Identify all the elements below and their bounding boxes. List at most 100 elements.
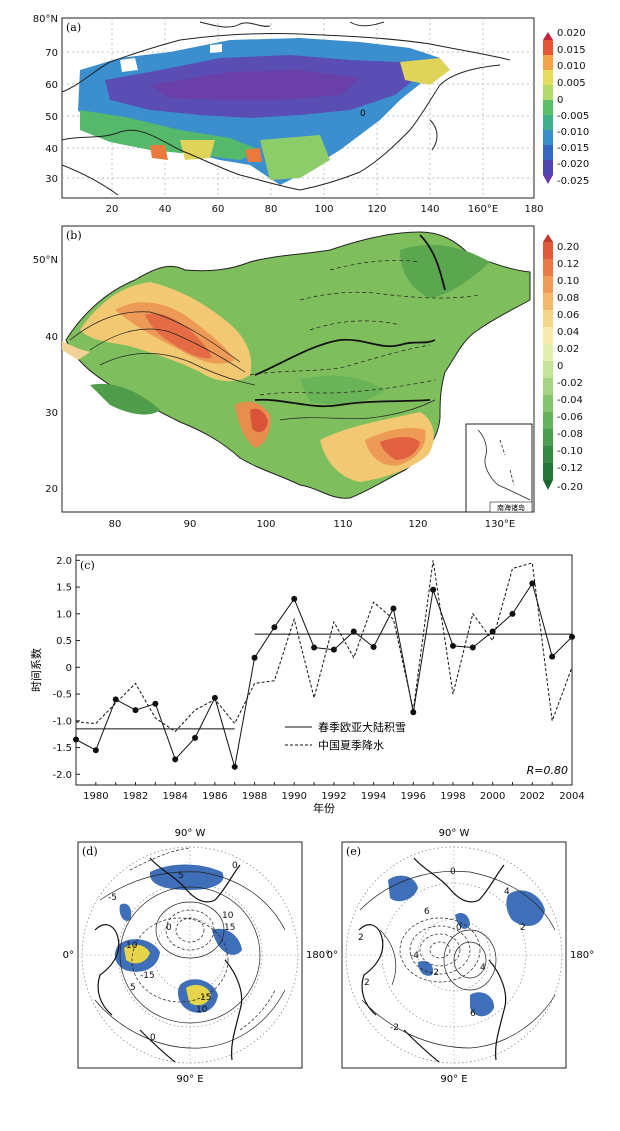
panel-b-lat-tick: 50°N bbox=[33, 255, 58, 266]
panel-b-colorbar-tick: -0.20 bbox=[557, 482, 583, 493]
snow-data-point bbox=[449, 642, 456, 649]
snow-data-point bbox=[251, 654, 258, 661]
snow-series-line bbox=[75, 582, 573, 767]
panel-b-colorbar-tick: 0 bbox=[557, 361, 563, 372]
snow-data-point bbox=[489, 628, 496, 635]
panel-e-contour-label: 2 bbox=[358, 933, 364, 943]
panel-d-contour-label: 15 bbox=[224, 923, 235, 933]
panel-c-xlabel: 年份 bbox=[313, 801, 335, 815]
panel-e-contour-label: 4 bbox=[480, 963, 486, 973]
panel-d-polar-map: 5 10 15 -15 5 10 0 15 10 0 -5 0 (d) 90° … bbox=[63, 828, 330, 1085]
panel-a-lon-tick: 40 bbox=[159, 204, 172, 215]
panel-d-contour-label: 10 bbox=[126, 941, 138, 951]
y-tick-label: -1.0 bbox=[52, 716, 72, 727]
panel-a-lon-ticks: 20 40 60 80 100 120 140 160°E 180 bbox=[106, 204, 544, 215]
snow-data-point bbox=[291, 595, 298, 602]
panel-d-contour-label: 0 bbox=[150, 1033, 156, 1043]
x-tick-label: 1982 bbox=[123, 791, 148, 802]
panel-b-lon-tick: 110 bbox=[333, 519, 352, 530]
y-tick-label: 1.0 bbox=[56, 609, 72, 620]
snow-data-point bbox=[271, 624, 278, 631]
panel-b-colorbar-tick: 0.04 bbox=[557, 327, 579, 338]
panel-a-lon-tick: 60 bbox=[212, 204, 225, 215]
panel-a-lat-tick: 50 bbox=[45, 112, 58, 123]
panel-a-colorbar-tick: 0.010 bbox=[557, 61, 586, 72]
snow-data-point bbox=[370, 644, 377, 650]
panel-b-lat-ticks: 50°N 40 30 20 bbox=[33, 255, 58, 495]
panel-e-contour-label: -4 bbox=[410, 951, 419, 961]
panel-a-lat-tick: 40 bbox=[45, 144, 58, 155]
panel-c-frame bbox=[75, 554, 573, 786]
panel-e-contour-label: 6 bbox=[424, 907, 430, 917]
snow-data-point bbox=[469, 644, 476, 651]
panel-d-contour-label: 0 bbox=[232, 861, 238, 871]
x-tick-label: 1986 bbox=[202, 791, 227, 802]
panel-b-lat-tick: 20 bbox=[45, 484, 58, 495]
snow-data-point bbox=[231, 763, 238, 770]
panel-a-lon-tick: 100 bbox=[314, 204, 333, 215]
precip-series-line bbox=[75, 560, 573, 733]
panel-e-contour-label: 2 bbox=[364, 978, 370, 988]
panel-a-lon-tick: 140 bbox=[420, 204, 439, 215]
panel-c-y-ticks: 2.0 1.5 1.0 0.5 0 -0.5 -1.0 -1.5 -2.0 bbox=[52, 556, 80, 781]
panel-e-contour-label: -2 bbox=[430, 968, 439, 978]
panel-a-colorbar-tick: 0.005 bbox=[557, 78, 586, 89]
snow-data-point bbox=[410, 709, 417, 716]
y-tick-label: 0 bbox=[66, 663, 72, 674]
snow-data-point bbox=[549, 653, 556, 660]
panel-b-lon-tick: 100 bbox=[256, 519, 275, 530]
x-tick-label: 1996 bbox=[401, 791, 426, 802]
panel-c-legend-snow: 春季欧亚大陆积雪 bbox=[318, 720, 406, 734]
panel-e-polar-map: 2 4 6 -2 0 2 -4 6 2 0 4 -2 (e) 90° W 90°… bbox=[327, 828, 594, 1085]
panel-b-inset: 南海诸岛 bbox=[465, 423, 533, 513]
panel-b-colorbar-tick: 0.10 bbox=[557, 276, 579, 287]
panel-b-lat-tick: 40 bbox=[45, 332, 58, 343]
panel-a-lat-tick: 30 bbox=[45, 174, 58, 185]
panel-b-lat-tick: 30 bbox=[45, 408, 58, 419]
panel-a-colorbar-tick: -0.010 bbox=[557, 127, 589, 138]
panel-e-contour-label: 2 bbox=[520, 923, 526, 933]
panel-b-colorbar-tick: 0.06 bbox=[557, 310, 579, 321]
panel-b-colorbar-tick: -0.06 bbox=[557, 412, 583, 423]
panel-d-contour-labels: 5 10 15 -15 5 10 0 15 10 0 -5 0 bbox=[108, 861, 238, 1043]
snow-data-point bbox=[311, 644, 318, 651]
snow-data-point bbox=[350, 628, 357, 635]
y-tick-label: 0.5 bbox=[56, 636, 72, 647]
snow-data-point bbox=[390, 605, 397, 612]
x-tick-label: 1988 bbox=[242, 791, 267, 802]
panel-b-lon-tick: 130°E bbox=[485, 519, 515, 530]
panel-c-step-means bbox=[76, 633, 572, 730]
panel-d-right-label: 180° bbox=[306, 950, 330, 961]
panel-b-colorbar-tick: -0.02 bbox=[557, 378, 583, 389]
panel-d-left-label: 0° bbox=[63, 950, 74, 961]
panel-a-colorbar-tick: 0 bbox=[557, 95, 563, 106]
panel-a-lat-tick: 80°N bbox=[33, 14, 58, 25]
panel-d-bottom-label: 90° E bbox=[176, 1074, 203, 1085]
snow-data-point bbox=[509, 610, 516, 617]
panel-b-colorbar-tick: -0.04 bbox=[557, 395, 583, 406]
panel-b-lon-tick: 90 bbox=[184, 519, 197, 530]
snow-data-point bbox=[211, 694, 218, 701]
panel-e-top-label: 90° W bbox=[439, 828, 470, 839]
panel-a-field: 0 bbox=[62, 18, 534, 198]
panel-e-left-label: 0° bbox=[327, 950, 338, 961]
x-tick-label: 1980 bbox=[83, 791, 108, 802]
panel-d-top-label: 90° W bbox=[175, 828, 206, 839]
y-tick-label: -1.5 bbox=[52, 743, 72, 754]
snow-data-point bbox=[73, 736, 79, 743]
panel-c-ylabel: 时间系数 bbox=[30, 648, 43, 692]
panel-e-contour-label: 6 bbox=[470, 1009, 476, 1019]
snow-data-point bbox=[569, 633, 575, 640]
panel-b-colorbar-tick: -0.08 bbox=[557, 429, 583, 440]
panel-d-contour-label: 5 bbox=[178, 871, 184, 881]
snow-data-point bbox=[330, 646, 337, 653]
panel-c-label: (c) bbox=[80, 559, 95, 572]
panel-c-legend-precip: 中国夏季降水 bbox=[318, 738, 384, 752]
panel-e-bottom-label: 90° E bbox=[440, 1074, 467, 1085]
panel-a-colorbar: 0.020 0.015 0.010 0.005 0 -0.005 -0.010 … bbox=[543, 28, 589, 187]
panel-a-lon-tick: 80 bbox=[265, 204, 278, 215]
panel-b-colorbar: 0.20 0.12 0.10 0.08 0.06 0.04 0.02 0 -0.… bbox=[543, 234, 583, 493]
panel-b-lon-tick: 80 bbox=[109, 519, 122, 530]
y-tick-label: -0.5 bbox=[52, 690, 72, 701]
x-tick-label: 2002 bbox=[520, 791, 545, 802]
